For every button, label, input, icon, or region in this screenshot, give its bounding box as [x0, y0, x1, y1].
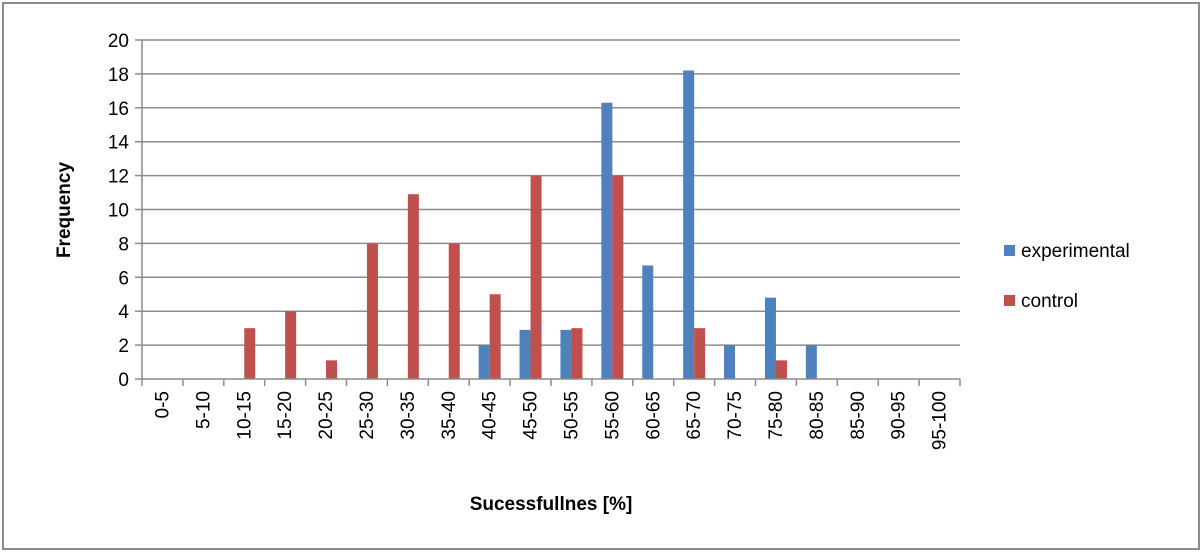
- bar-control-30-35: [407, 194, 419, 379]
- y-tick-label: 2: [118, 336, 129, 357]
- x-tick-label: 15-20: [275, 391, 296, 440]
- bar-experimental-60-65: [642, 265, 654, 379]
- bar-experimental-55-60: [601, 102, 613, 379]
- x-tick-label: 0-5: [152, 391, 173, 418]
- x-tick-label: 20-25: [316, 391, 337, 440]
- x-tick-label: 5-10: [193, 391, 214, 429]
- tick-labels: 0 2 4 6 8 10 12 14 16 18 20 0-5 5-10 10-15 15-20 20-25 2…: [108, 31, 951, 450]
- x-tick-label: 25-30: [357, 391, 378, 440]
- y-tick-label: 4: [118, 302, 129, 323]
- bar-control-40-45: [489, 294, 501, 379]
- legend-swatch-control: [1004, 295, 1015, 306]
- bar-control-65-70: [694, 328, 706, 379]
- x-tick-label: 80-85: [807, 391, 828, 440]
- bar-control-45-50: [530, 175, 542, 379]
- y-tick-label: 6: [118, 268, 129, 289]
- y-tick-label: 14: [108, 133, 130, 154]
- y-tick-label: 0: [118, 370, 129, 391]
- legend-label-experimental: experimental: [1021, 241, 1130, 262]
- x-tick-label: 60-65: [643, 391, 664, 440]
- x-tick-label: 90-95: [889, 391, 910, 440]
- bar-experimental-65-70: [683, 70, 695, 379]
- x-tick-label: 30-35: [398, 391, 419, 440]
- x-tick-label: 55-60: [602, 391, 623, 440]
- y-tick-label: 12: [108, 167, 129, 188]
- axes: [135, 39, 961, 386]
- bars: [244, 70, 817, 379]
- x-tick-label: 70-75: [725, 391, 746, 440]
- x-tick-label: 95-100: [930, 391, 951, 450]
- bar-control-75-80: [775, 360, 787, 379]
- x-tick-label: 10-15: [234, 391, 255, 440]
- bar-experimental-40-45: [478, 345, 490, 379]
- y-tick-label: 16: [108, 99, 129, 120]
- x-tick-label: 35-40: [439, 391, 460, 440]
- x-tick-label: 65-70: [684, 391, 705, 440]
- x-tick-label: 85-90: [848, 391, 869, 440]
- x-tick-label: 40-45: [480, 391, 501, 440]
- bar-control-15-20: [285, 311, 297, 379]
- x-tick-label: 75-80: [766, 391, 787, 440]
- legend-label-control: control: [1021, 291, 1078, 312]
- bar-control-55-60: [612, 175, 624, 379]
- x-axis-title: Sucessfullnes [%]: [470, 494, 633, 515]
- y-axis-title: Frequency: [54, 162, 75, 259]
- bar-control-50-55: [571, 328, 583, 379]
- bar-control-25-30: [366, 243, 378, 379]
- y-tick-label: 20: [108, 31, 129, 52]
- y-tick-label: 10: [108, 201, 129, 222]
- y-tick-label: 8: [118, 234, 129, 255]
- bar-control-35-40: [448, 243, 460, 379]
- bar-experimental-80-85: [805, 345, 817, 379]
- x-tick-label: 45-50: [521, 391, 542, 440]
- legend-swatch-experimental: [1004, 245, 1015, 256]
- bar-experimental-45-50: [519, 329, 531, 379]
- bar-experimental-75-80: [764, 297, 776, 379]
- x-tick-label: 50-55: [561, 391, 582, 440]
- bar-experimental-70-75: [724, 345, 736, 379]
- y-tick-label: 18: [108, 65, 129, 86]
- legend: experimental control: [1004, 241, 1130, 312]
- bar-experimental-50-55: [560, 329, 572, 379]
- bar-control-10-15: [244, 328, 256, 379]
- gridlines: [142, 39, 960, 346]
- bar-control-20-25: [326, 360, 338, 379]
